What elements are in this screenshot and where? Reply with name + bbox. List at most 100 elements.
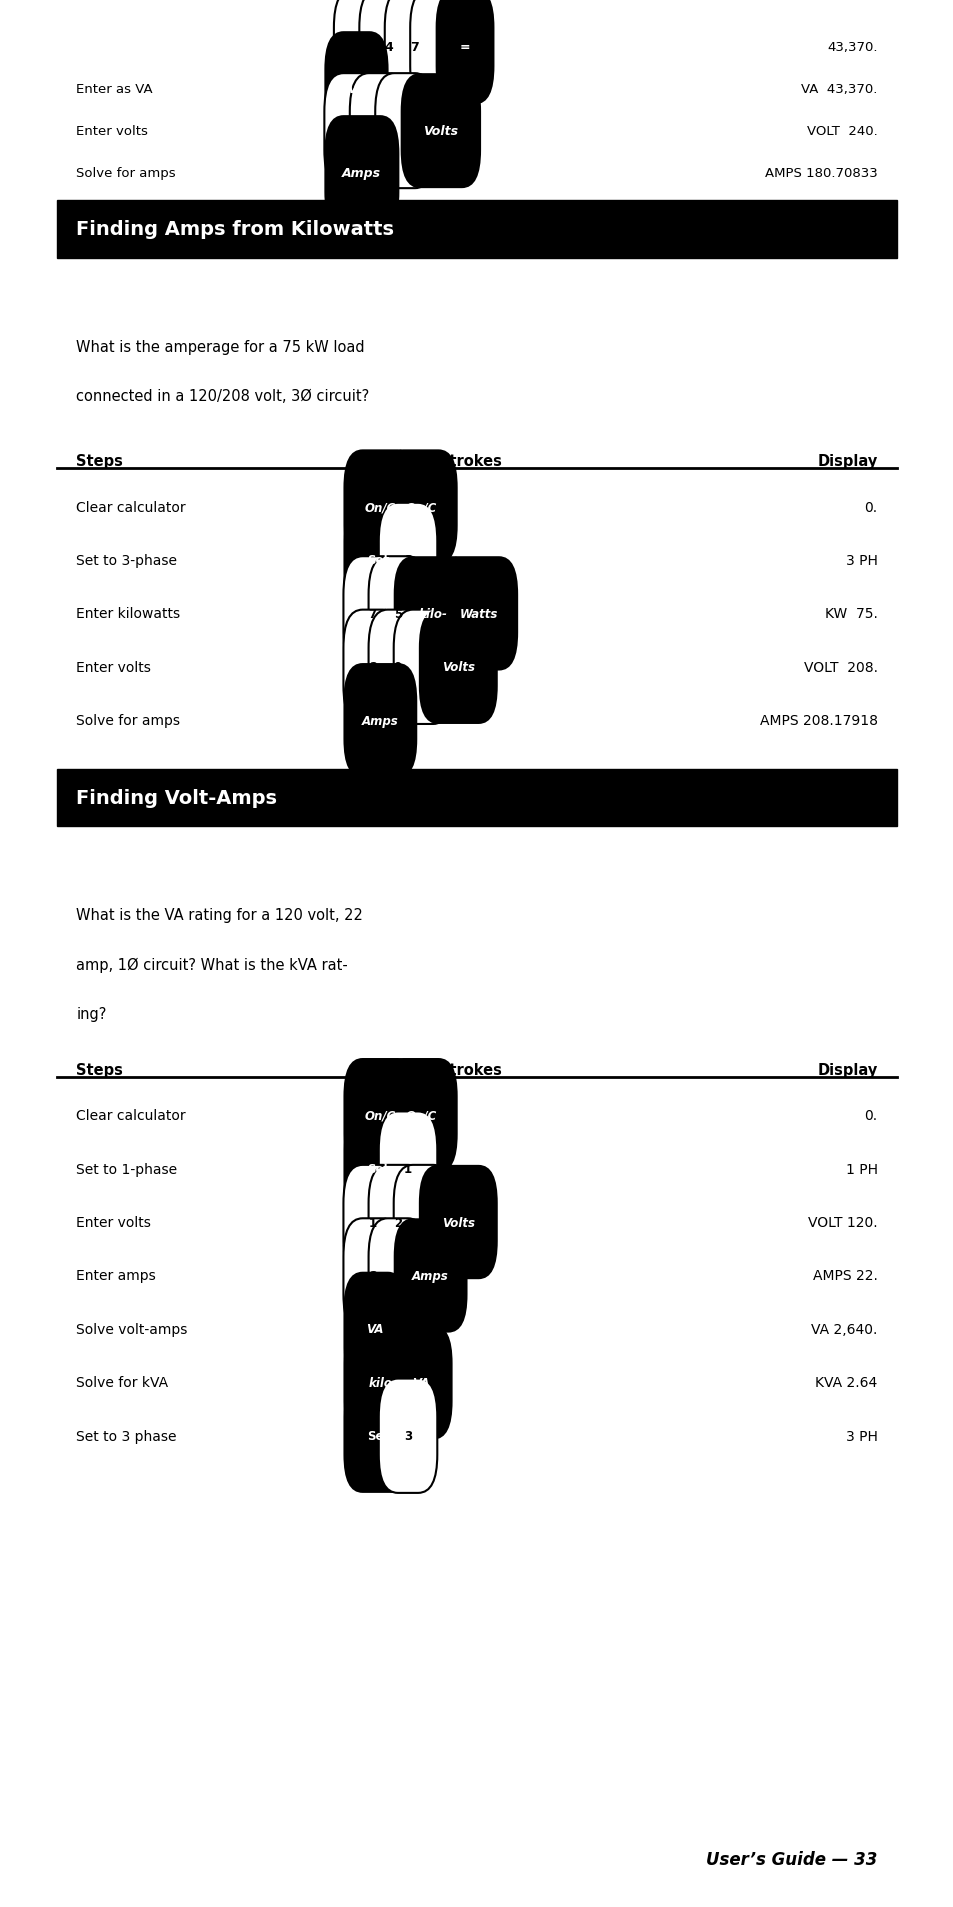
Text: 3: 3	[403, 1430, 412, 1442]
Text: 0.: 0.	[863, 1108, 877, 1123]
FancyBboxPatch shape	[343, 450, 416, 564]
FancyBboxPatch shape	[368, 1219, 427, 1333]
Text: VA 2,640.: VA 2,640.	[810, 1322, 877, 1337]
Text: 7: 7	[368, 608, 376, 620]
Text: What is the amperage for a 75 kW load: What is the amperage for a 75 kW load	[76, 339, 365, 355]
FancyBboxPatch shape	[378, 1112, 436, 1226]
Text: VA: VA	[412, 1377, 429, 1388]
Text: 8: 8	[418, 662, 427, 673]
Text: On/C: On/C	[364, 1110, 395, 1121]
Text: Keystrokes: Keystrokes	[410, 454, 501, 469]
FancyBboxPatch shape	[384, 0, 443, 105]
Text: 2: 2	[394, 1217, 401, 1228]
Text: kilo-: kilo-	[418, 608, 447, 620]
Text: Display: Display	[817, 454, 877, 469]
FancyBboxPatch shape	[350, 74, 408, 189]
Text: Finding Amps from Kilowatts: Finding Amps from Kilowatts	[76, 221, 394, 238]
FancyBboxPatch shape	[418, 610, 497, 725]
Text: 0: 0	[435, 42, 443, 53]
Text: Solve for kVA: Solve for kVA	[76, 1375, 169, 1390]
Text: Solve volt-amps: Solve volt-amps	[76, 1322, 188, 1337]
Text: 1: 1	[403, 1163, 412, 1175]
Text: VA  43,370.: VA 43,370.	[801, 84, 877, 95]
Text: On/C: On/C	[405, 1110, 436, 1121]
FancyBboxPatch shape	[378, 503, 436, 618]
FancyBboxPatch shape	[368, 557, 427, 671]
Text: Amps: Amps	[361, 715, 398, 727]
FancyBboxPatch shape	[378, 1379, 436, 1493]
Text: 6: 6	[358, 42, 367, 53]
Text: Display: Display	[817, 1062, 877, 1077]
Bar	[57, 202, 896, 259]
Text: Enter volts: Enter volts	[76, 126, 148, 137]
Text: Clear calculator: Clear calculator	[76, 500, 186, 515]
FancyBboxPatch shape	[410, 0, 469, 105]
FancyBboxPatch shape	[394, 610, 452, 725]
FancyBboxPatch shape	[394, 1165, 452, 1280]
Text: Clear calculator: Clear calculator	[76, 1108, 186, 1123]
FancyBboxPatch shape	[334, 0, 393, 105]
Text: 4: 4	[384, 42, 393, 53]
Text: Keystrokes: Keystrokes	[410, 1062, 501, 1077]
FancyBboxPatch shape	[368, 610, 427, 725]
FancyBboxPatch shape	[343, 557, 401, 671]
Text: Enter volts: Enter volts	[76, 1215, 151, 1230]
Text: Solve for amps: Solve for amps	[76, 168, 175, 179]
Text: Set to 1-phase: Set to 1-phase	[76, 1161, 177, 1177]
Text: 43,370.: 43,370.	[826, 42, 877, 53]
Text: 2: 2	[368, 1270, 376, 1282]
FancyBboxPatch shape	[438, 557, 517, 671]
Text: 7: 7	[410, 42, 418, 53]
Text: 3 PH: 3 PH	[845, 1428, 877, 1444]
FancyBboxPatch shape	[343, 1325, 422, 1440]
Text: User’s Guide — 33: User’s Guide — 33	[705, 1850, 877, 1869]
FancyBboxPatch shape	[343, 1272, 407, 1386]
Text: Set to 3-phase: Set to 3-phase	[76, 553, 177, 568]
Text: Enter amps: Enter amps	[76, 1268, 156, 1283]
FancyBboxPatch shape	[436, 0, 494, 105]
Text: 5: 5	[394, 608, 401, 620]
Text: Finding Volt-Amps: Finding Volt-Amps	[76, 789, 277, 807]
Text: On/C: On/C	[405, 502, 436, 513]
Text: Volts: Volts	[423, 126, 458, 137]
Text: Amps: Amps	[342, 168, 381, 179]
Text: Steps: Steps	[76, 454, 123, 469]
Text: Volts: Volts	[441, 1217, 475, 1228]
Text: 3 PH: 3 PH	[845, 553, 877, 568]
Text: 1 PH: 1 PH	[844, 1161, 877, 1177]
FancyBboxPatch shape	[343, 503, 412, 618]
Text: =: =	[459, 42, 470, 53]
FancyBboxPatch shape	[343, 1058, 416, 1173]
Text: 0: 0	[400, 126, 409, 137]
Text: Set: Set	[366, 555, 389, 566]
FancyBboxPatch shape	[418, 1165, 497, 1280]
FancyBboxPatch shape	[368, 1165, 427, 1280]
FancyBboxPatch shape	[383, 450, 457, 564]
Text: On/C: On/C	[364, 502, 395, 513]
Text: VOLT 120.: VOLT 120.	[807, 1215, 877, 1230]
FancyBboxPatch shape	[359, 0, 417, 105]
Text: VOLT  240.: VOLT 240.	[806, 126, 877, 137]
FancyBboxPatch shape	[343, 610, 401, 725]
Text: 2: 2	[349, 126, 357, 137]
Text: 0: 0	[418, 1217, 427, 1228]
Text: Set: Set	[366, 1430, 389, 1442]
Text: Set to 3 phase: Set to 3 phase	[76, 1428, 176, 1444]
Text: VA: VA	[366, 1323, 384, 1335]
Text: 4: 4	[375, 126, 383, 137]
Text: AMPS 22.: AMPS 22.	[812, 1268, 877, 1283]
Text: kilo-: kilo-	[368, 1377, 396, 1388]
Text: Watts: Watts	[459, 608, 497, 620]
FancyBboxPatch shape	[343, 1165, 401, 1280]
FancyBboxPatch shape	[343, 1219, 401, 1333]
Text: Steps: Steps	[76, 1062, 123, 1077]
FancyBboxPatch shape	[343, 1112, 412, 1226]
Text: amp, 1Ø circuit? What is the kVA rat-: amp, 1Ø circuit? What is the kVA rat-	[76, 957, 348, 973]
FancyBboxPatch shape	[324, 32, 388, 147]
Text: 0: 0	[394, 662, 401, 673]
FancyBboxPatch shape	[400, 74, 480, 189]
Text: KW  75.: KW 75.	[824, 606, 877, 622]
Text: AMPS 208.17918: AMPS 208.17918	[759, 713, 877, 728]
FancyBboxPatch shape	[389, 1325, 452, 1440]
Text: 3: 3	[403, 555, 412, 566]
